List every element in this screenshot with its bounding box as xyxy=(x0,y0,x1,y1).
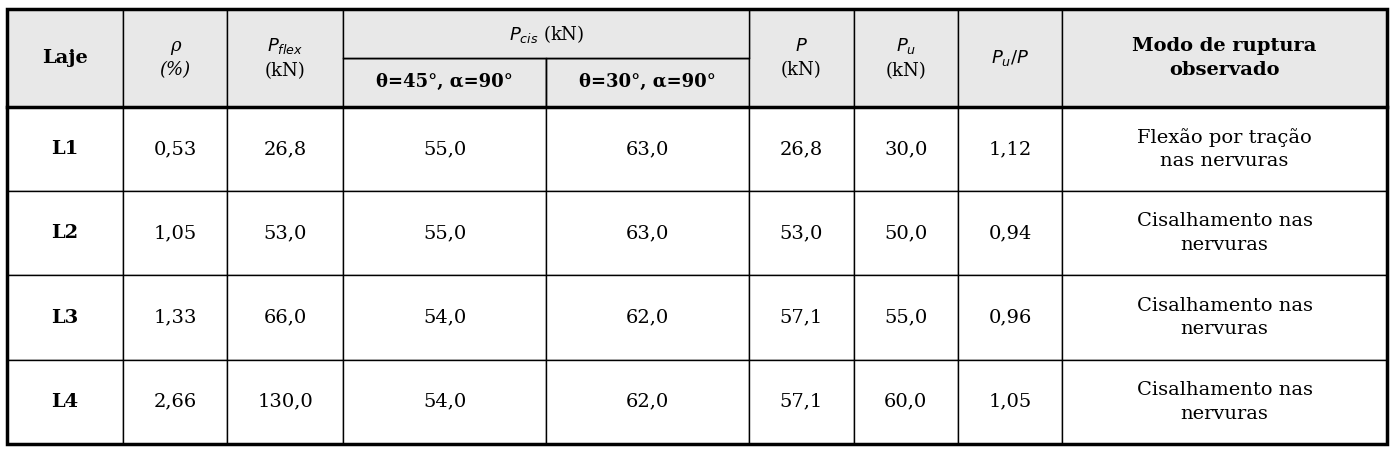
Bar xyxy=(853,275,958,360)
Text: L3: L3 xyxy=(52,308,78,327)
Text: 0,96: 0,96 xyxy=(988,308,1032,327)
Text: L1: L1 xyxy=(52,140,78,158)
Bar xyxy=(958,275,1062,360)
Bar xyxy=(958,9,1062,107)
Bar xyxy=(123,191,227,275)
Bar xyxy=(1062,9,1387,107)
Bar xyxy=(958,107,1062,191)
Bar xyxy=(853,9,958,107)
Bar xyxy=(227,9,343,107)
Text: $P_{cis}$ (kN): $P_{cis}$ (kN) xyxy=(509,23,584,44)
Bar xyxy=(749,360,853,444)
Bar xyxy=(7,191,123,275)
Text: 55,0: 55,0 xyxy=(884,308,927,327)
Text: 55,0: 55,0 xyxy=(424,224,467,242)
Text: 60,0: 60,0 xyxy=(884,393,927,411)
Bar xyxy=(343,360,546,444)
Bar xyxy=(123,9,227,107)
Text: Cisalhamento nas
nervuras: Cisalhamento nas nervuras xyxy=(1136,381,1313,423)
Bar xyxy=(7,9,123,107)
Text: 66,0: 66,0 xyxy=(263,308,307,327)
Bar xyxy=(7,275,123,360)
Text: 50,0: 50,0 xyxy=(884,224,927,242)
Text: $P_u/P$: $P_u/P$ xyxy=(991,48,1029,68)
Text: 30,0: 30,0 xyxy=(884,140,927,158)
Text: 53,0: 53,0 xyxy=(779,224,822,242)
Bar xyxy=(123,275,227,360)
Text: 63,0: 63,0 xyxy=(626,224,669,242)
Bar xyxy=(1062,360,1387,444)
Bar xyxy=(343,107,546,191)
Bar xyxy=(749,9,853,107)
Text: L4: L4 xyxy=(52,393,78,411)
Bar xyxy=(749,191,853,275)
Text: $P_{flex}$
(kN): $P_{flex}$ (kN) xyxy=(265,36,305,80)
Bar xyxy=(546,360,749,444)
Bar xyxy=(749,275,853,360)
Text: $P_u$
(kN): $P_u$ (kN) xyxy=(885,36,926,80)
Bar xyxy=(1062,191,1387,275)
Text: L2: L2 xyxy=(52,224,78,242)
Text: θ=45°, α=90°: θ=45°, α=90° xyxy=(376,73,513,92)
Bar xyxy=(123,107,227,191)
Text: Cisalhamento nas
nervuras: Cisalhamento nas nervuras xyxy=(1136,297,1313,338)
Text: 55,0: 55,0 xyxy=(424,140,467,158)
Text: Flexão por tração
nas nervuras: Flexão por tração nas nervuras xyxy=(1138,128,1312,170)
Text: 62,0: 62,0 xyxy=(626,393,669,411)
Bar xyxy=(1062,275,1387,360)
Text: 26,8: 26,8 xyxy=(263,140,307,158)
Text: 2,66: 2,66 xyxy=(153,393,197,411)
Text: Modo de ruptura
observado: Modo de ruptura observado xyxy=(1132,37,1317,79)
Bar xyxy=(749,107,853,191)
Text: 1,05: 1,05 xyxy=(988,393,1032,411)
Bar xyxy=(1062,107,1387,191)
Bar xyxy=(123,360,227,444)
Bar xyxy=(227,275,343,360)
Text: 63,0: 63,0 xyxy=(626,140,669,158)
Bar xyxy=(7,360,123,444)
Bar xyxy=(227,191,343,275)
Text: 62,0: 62,0 xyxy=(626,308,669,327)
Bar xyxy=(853,191,958,275)
Bar xyxy=(546,58,749,107)
Text: 1,33: 1,33 xyxy=(153,308,197,327)
Text: ρ
(%): ρ (%) xyxy=(159,37,191,79)
Bar xyxy=(343,191,546,275)
Text: Cisalhamento nas
nervuras: Cisalhamento nas nervuras xyxy=(1136,212,1313,254)
Text: 26,8: 26,8 xyxy=(779,140,822,158)
Bar xyxy=(343,275,546,360)
Bar xyxy=(958,191,1062,275)
Bar xyxy=(546,275,749,360)
Bar xyxy=(958,360,1062,444)
Text: 57,1: 57,1 xyxy=(779,393,822,411)
Text: 57,1: 57,1 xyxy=(779,308,822,327)
Text: θ=30°, α=90°: θ=30°, α=90° xyxy=(580,73,717,92)
Text: 54,0: 54,0 xyxy=(424,393,467,411)
Text: 1,12: 1,12 xyxy=(988,140,1032,158)
Text: 130,0: 130,0 xyxy=(258,393,314,411)
Text: 54,0: 54,0 xyxy=(424,308,467,327)
Text: 1,05: 1,05 xyxy=(153,224,197,242)
Bar xyxy=(546,107,749,191)
Bar xyxy=(227,107,343,191)
Bar xyxy=(227,360,343,444)
Text: 0,94: 0,94 xyxy=(988,224,1032,242)
Text: Laje: Laje xyxy=(42,49,88,67)
Bar xyxy=(343,58,546,107)
Text: 53,0: 53,0 xyxy=(263,224,307,242)
Text: 0,53: 0,53 xyxy=(153,140,197,158)
Bar xyxy=(343,9,749,58)
Bar xyxy=(853,107,958,191)
Bar xyxy=(7,107,123,191)
Bar xyxy=(853,360,958,444)
Bar xyxy=(546,191,749,275)
Text: $P$
(kN): $P$ (kN) xyxy=(781,37,821,79)
